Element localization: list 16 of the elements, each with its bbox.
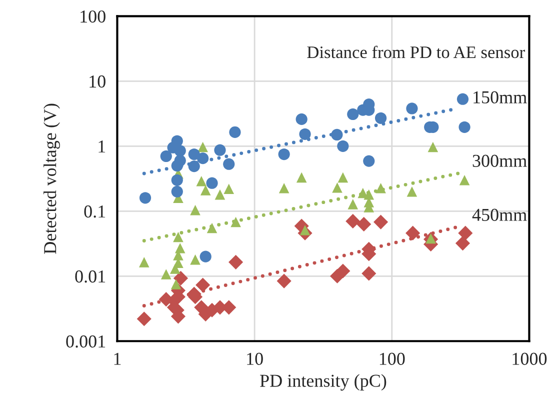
series-label: 450mm: [472, 208, 527, 221]
legend-title: Distance from PD to AE sensor: [307, 46, 525, 58]
x-tick-label: 1000: [512, 352, 547, 365]
y-tick-label: 0.001: [66, 335, 106, 348]
y-axis-title: Detected voltage (V): [44, 104, 60, 254]
y-tick-label: 10: [90, 75, 106, 88]
y-tick-label: 0.01: [75, 270, 106, 283]
x-axis-title: PD intensity (pC): [260, 374, 386, 391]
x-tick-label: 1: [114, 352, 121, 365]
series-label: 150mm: [474, 91, 527, 104]
series-label: 300mm: [472, 154, 527, 167]
x-tick-label: 100: [380, 352, 405, 365]
y-tick-label: 100: [80, 10, 106, 23]
y-tick-label: 0.1: [84, 205, 106, 218]
y-tick-label: 1: [98, 140, 106, 152]
x-tick-label: 10: [247, 352, 263, 365]
